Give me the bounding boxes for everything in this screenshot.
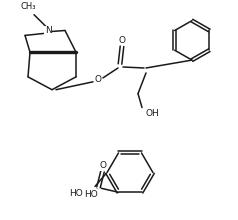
Text: OH: OH [146, 109, 160, 118]
Text: O: O [119, 36, 125, 45]
Text: HO: HO [70, 189, 83, 198]
Text: O: O [99, 161, 106, 170]
Text: HO: HO [84, 190, 98, 199]
Text: CH₃: CH₃ [20, 2, 36, 11]
Text: O: O [94, 75, 101, 84]
Text: N: N [45, 26, 51, 35]
